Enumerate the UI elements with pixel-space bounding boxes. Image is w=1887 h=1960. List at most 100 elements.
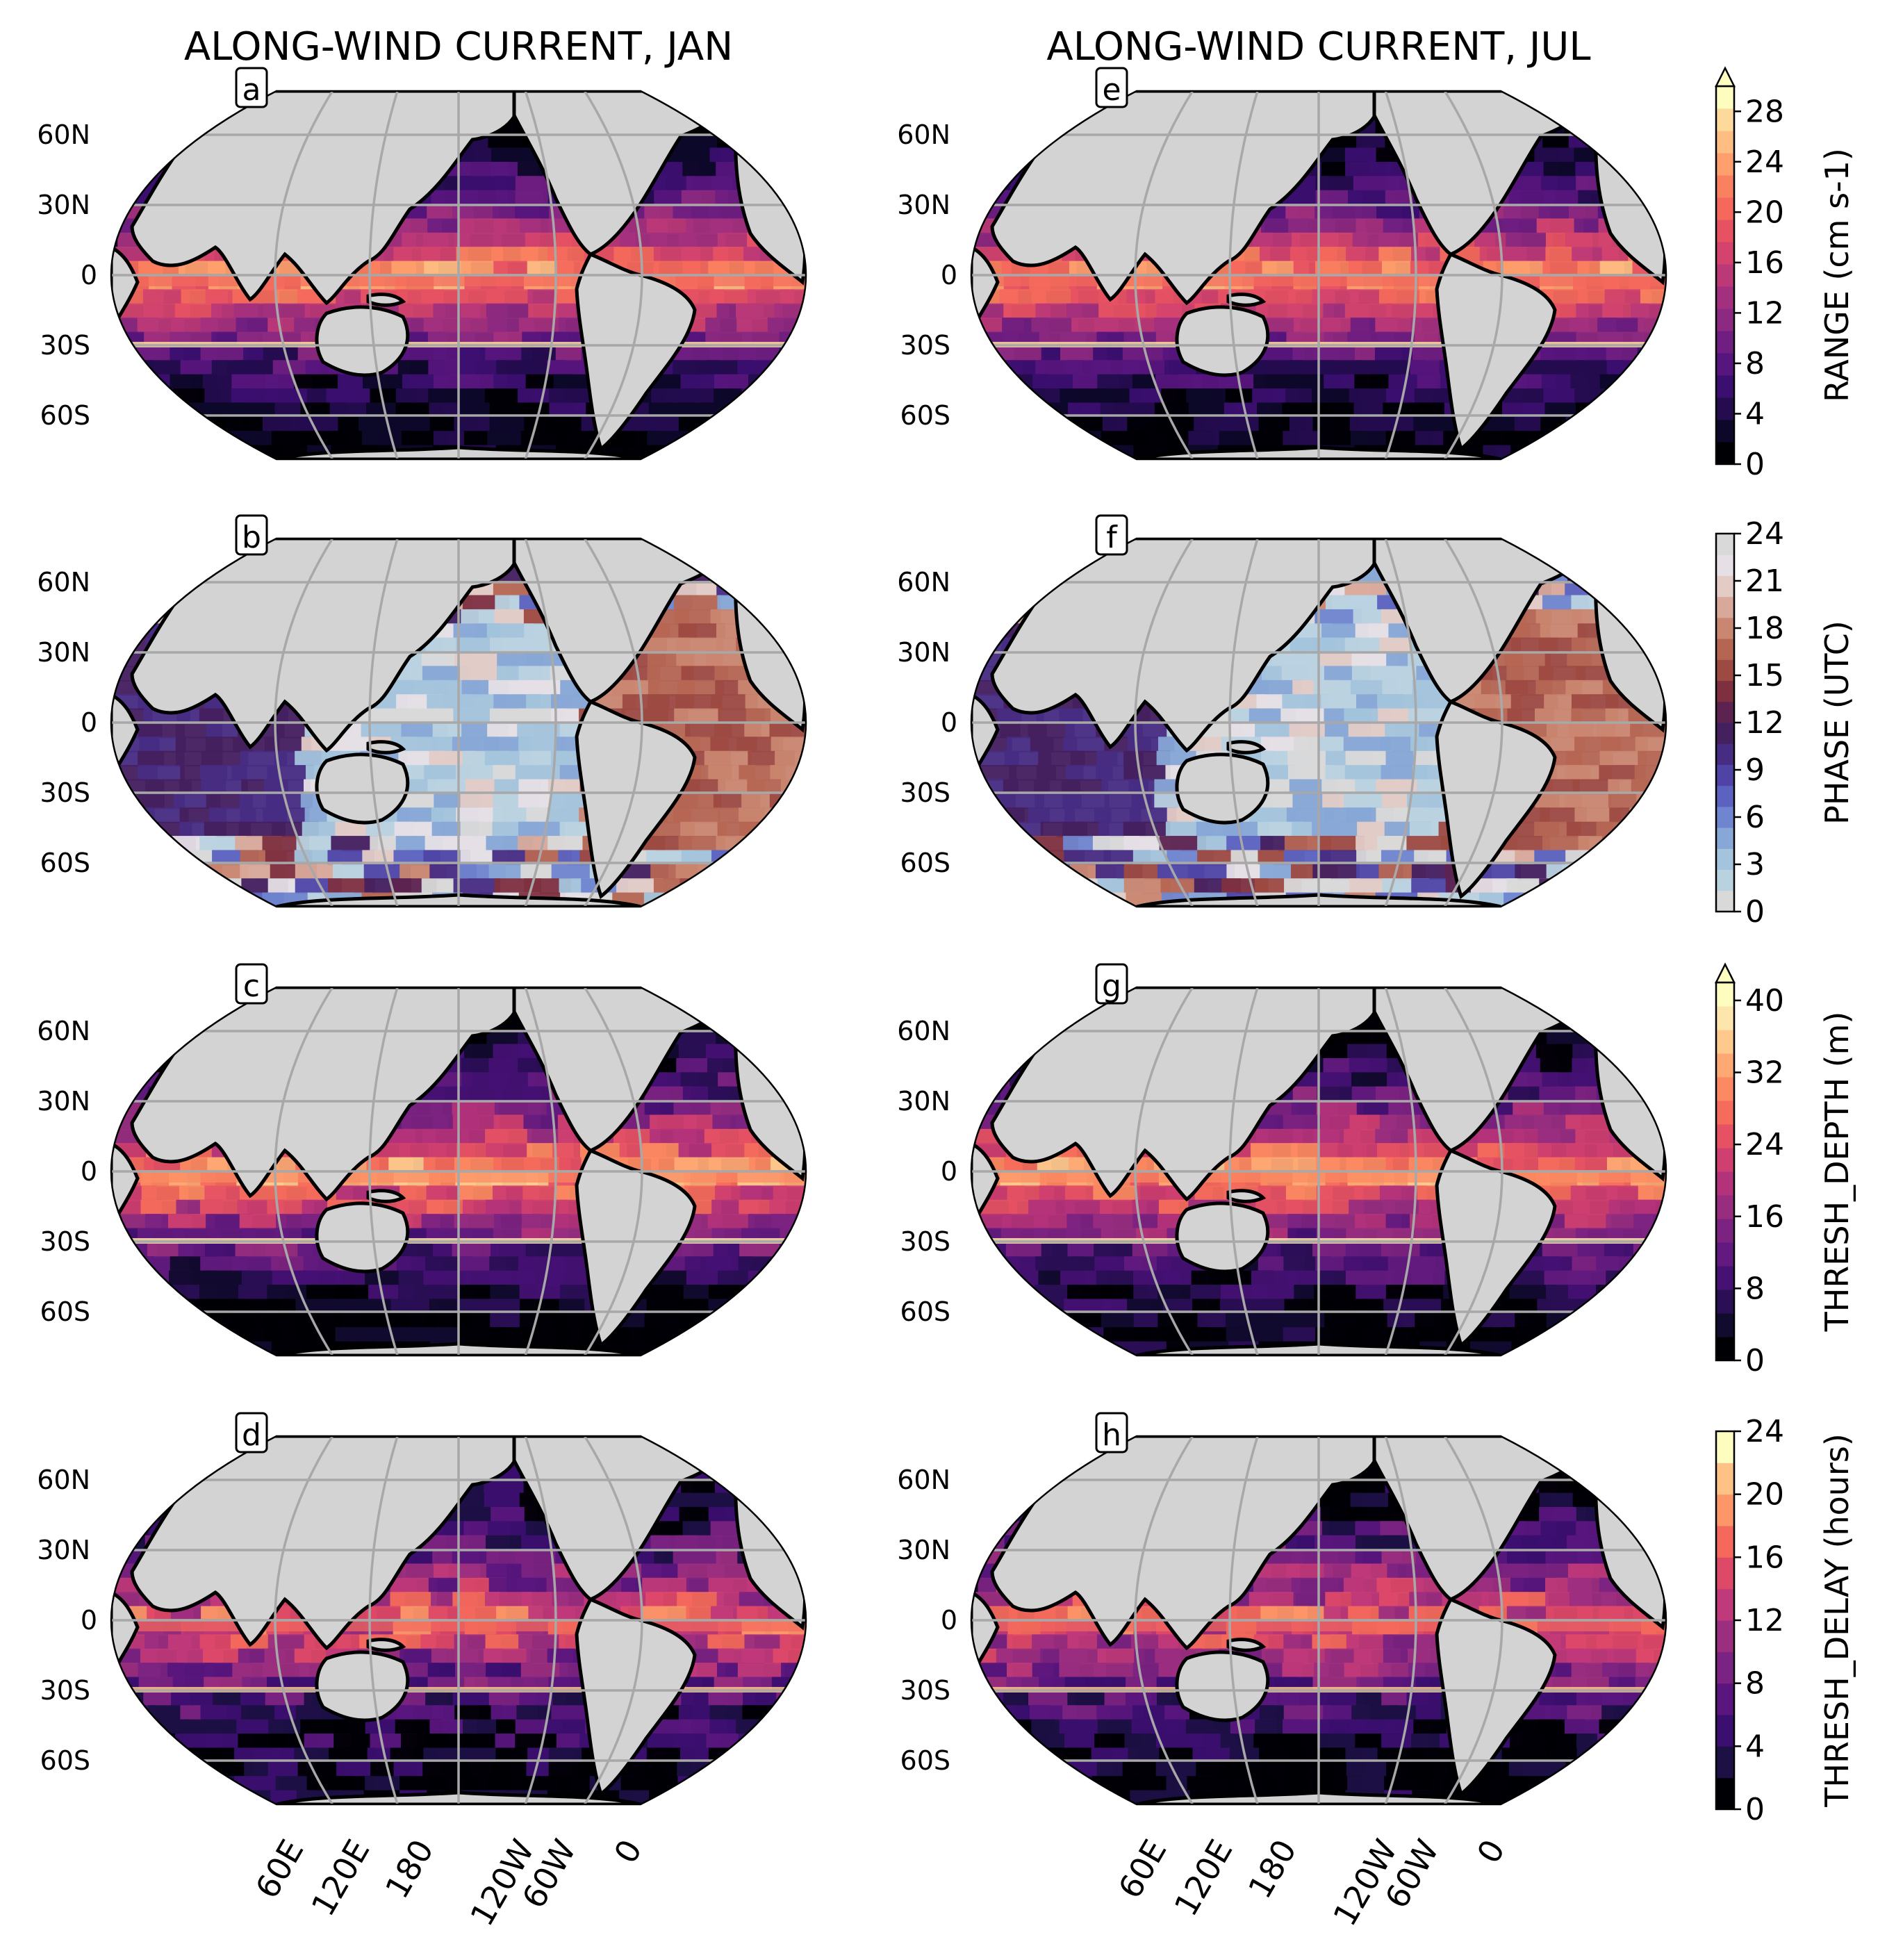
meridian	[1384, 91, 1417, 459]
lat-label: 30S	[40, 1675, 90, 1706]
colorbar-swatch	[1716, 1777, 1734, 1810]
lat-label: 60S	[40, 1745, 90, 1776]
lat-label: 30N	[897, 1086, 950, 1117]
colorbar-swatch	[1716, 1494, 1734, 1526]
colorbar-swatch	[1716, 1620, 1734, 1652]
lat-label: 30S	[40, 330, 90, 361]
lat-label: 60S	[900, 400, 950, 431]
colorbar-swatch	[1716, 108, 1734, 131]
lat-label: 0	[941, 707, 957, 738]
colorbar-tick-label: 6	[1745, 800, 1765, 835]
lon-label: 120E	[304, 1834, 377, 1922]
colorbar-swatch	[1716, 596, 1734, 618]
lat-label: 60N	[37, 120, 90, 150]
lat-label: 60N	[37, 567, 90, 598]
lat-label: 30N	[37, 637, 90, 668]
colorbar-swatch	[1716, 806, 1734, 828]
colorbar-tick-label: 9	[1745, 752, 1765, 788]
meridian	[524, 538, 557, 907]
colorbar-thresh_delay: 0 4 8 12 16 20 24 THRESH_DELAY (hours)	[1715, 1414, 1856, 1827]
svg-text:g: g	[1102, 969, 1121, 1004]
colorbar-swatch	[1716, 869, 1734, 891]
lon-labels-right: 60E 120E 180 120W 60W 0	[1111, 1834, 1513, 1932]
colorbar-tick-label: 16	[1745, 245, 1784, 281]
lat-label: 0	[941, 1605, 957, 1636]
lat-label: 0	[81, 1605, 97, 1636]
colorbar-swatch	[1716, 1652, 1734, 1684]
meridian	[274, 91, 333, 459]
lat-label: 30N	[897, 190, 950, 220]
lon-label: 0	[607, 1834, 649, 1870]
panel-label: f	[1095, 514, 1128, 556]
lat-label: 60S	[900, 1745, 950, 1776]
colorbar-extend	[1714, 66, 1736, 88]
colorbar-swatch	[1716, 1006, 1734, 1030]
colorbar-swatch	[1716, 1557, 1734, 1590]
map-field	[971, 987, 1666, 1356]
colorbar-tick-label: 40	[1745, 983, 1784, 1019]
colorbar-swatch	[1716, 1124, 1734, 1148]
colorbar-tick-label: 8	[1745, 1666, 1765, 1702]
colorbar-swatch	[1716, 175, 1734, 198]
svg-text:c: c	[243, 969, 260, 1004]
panel-label: g	[1095, 963, 1128, 1005]
colorbar-swatch	[1716, 617, 1734, 639]
meridian	[368, 538, 399, 907]
lat-label: 30S	[40, 1226, 90, 1257]
map-field	[111, 1436, 806, 1804]
lat-label: 0	[81, 1156, 97, 1187]
panel-label: h	[1095, 1412, 1128, 1453]
panel-label: e	[1095, 67, 1128, 108]
colorbar-tick-label: 16	[1745, 1199, 1784, 1235]
lat-label: 60S	[40, 400, 90, 431]
colorbar-tick-label: 18	[1745, 611, 1784, 646]
colorbar-swatch	[1716, 982, 1734, 1007]
map-panels: 60N 30N 0 30S 60S a 60N 30N 0 30S 60S e 60N 30N 0 30S 60…	[37, 67, 1667, 1806]
panel-label: a	[235, 67, 268, 108]
colorbar-swatch	[1716, 397, 1734, 420]
meridian	[1228, 91, 1259, 459]
colorbar-tick-label: 32	[1745, 1055, 1784, 1091]
meridian	[1444, 987, 1503, 1356]
lon-label: 120E	[1167, 1834, 1239, 1922]
colorbar-swatch	[1716, 534, 1734, 555]
colorbar-tick-label: 21	[1745, 563, 1784, 599]
meridian	[524, 1436, 557, 1804]
meridian	[274, 538, 333, 907]
colorbar-swatch	[1716, 1746, 1734, 1779]
map-field	[111, 91, 806, 459]
colorbar-swatch	[1716, 680, 1734, 702]
colorbar-label: THRESH_DELAY (hours)	[1818, 1433, 1856, 1808]
meridian	[274, 1436, 333, 1804]
lat-label: 0	[941, 1156, 957, 1187]
map-field	[971, 91, 1666, 459]
colorbar-tick-label: 0	[1745, 1792, 1765, 1827]
colorbar-tick-label: 28	[1745, 94, 1784, 129]
colorbar-label: THRESH_DEPTH (m)	[1818, 1012, 1856, 1333]
meridian	[524, 91, 557, 459]
meridian	[368, 987, 399, 1356]
lat-label: 30N	[37, 1086, 90, 1117]
lat-label: 30S	[900, 330, 950, 361]
colorbar-thresh_depth: 0 8 16 24 32 40 THRESH_DEPTH (m)	[1714, 962, 1856, 1378]
meridian	[1444, 91, 1503, 459]
lat-label: 30S	[900, 1675, 950, 1706]
colorbar-swatch	[1716, 1148, 1734, 1172]
colorbar-tick-label: 20	[1745, 195, 1784, 230]
meridian	[1228, 987, 1259, 1356]
lat-label: 30N	[37, 190, 90, 220]
panel-c: 60N 30N 0 30S 60S c	[37, 963, 807, 1357]
colorbar-tick-label: 8	[1745, 346, 1765, 381]
panel-label: b	[235, 514, 268, 556]
meridian	[1134, 91, 1194, 459]
map-field	[111, 987, 806, 1356]
lon-label: 180	[1241, 1834, 1304, 1905]
meridian	[1228, 1436, 1259, 1804]
svg-text:a: a	[242, 72, 261, 108]
lat-label: 60N	[897, 1465, 950, 1495]
colorbar-tick-label: 12	[1745, 295, 1784, 331]
panel-d: 60N 30N 0 30S 60S d	[37, 1412, 807, 1806]
colorbar-swatch	[1716, 1219, 1734, 1243]
lat-label: 30S	[900, 777, 950, 808]
colorbar-swatch	[1716, 86, 1734, 109]
